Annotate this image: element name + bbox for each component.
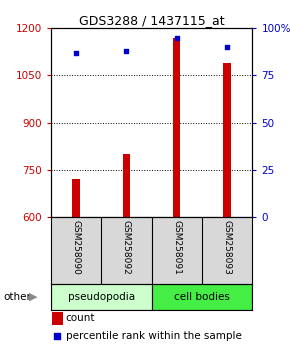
Bar	[223, 63, 231, 217]
Bar	[72, 179, 80, 217]
Text: GSM258091: GSM258091	[172, 220, 181, 275]
Text: GSM258093: GSM258093	[223, 220, 232, 275]
Bar	[152, 284, 252, 310]
Text: pseudopodia: pseudopodia	[68, 292, 135, 302]
Bar	[52, 312, 63, 325]
Point	[74, 50, 78, 56]
Point	[225, 44, 229, 50]
Text: other: other	[3, 292, 31, 302]
Point	[124, 48, 129, 54]
Point	[55, 333, 60, 339]
Text: count: count	[66, 314, 95, 324]
Bar	[51, 284, 152, 310]
Text: ▶: ▶	[29, 292, 37, 302]
Point	[174, 35, 179, 41]
Title: GDS3288 / 1437115_at: GDS3288 / 1437115_at	[79, 14, 224, 27]
Bar	[123, 154, 130, 217]
Bar	[173, 38, 180, 217]
Text: GSM258090: GSM258090	[71, 220, 80, 275]
Text: percentile rank within the sample: percentile rank within the sample	[66, 331, 242, 341]
Text: cell bodies: cell bodies	[174, 292, 230, 302]
Text: GSM258092: GSM258092	[122, 220, 131, 275]
